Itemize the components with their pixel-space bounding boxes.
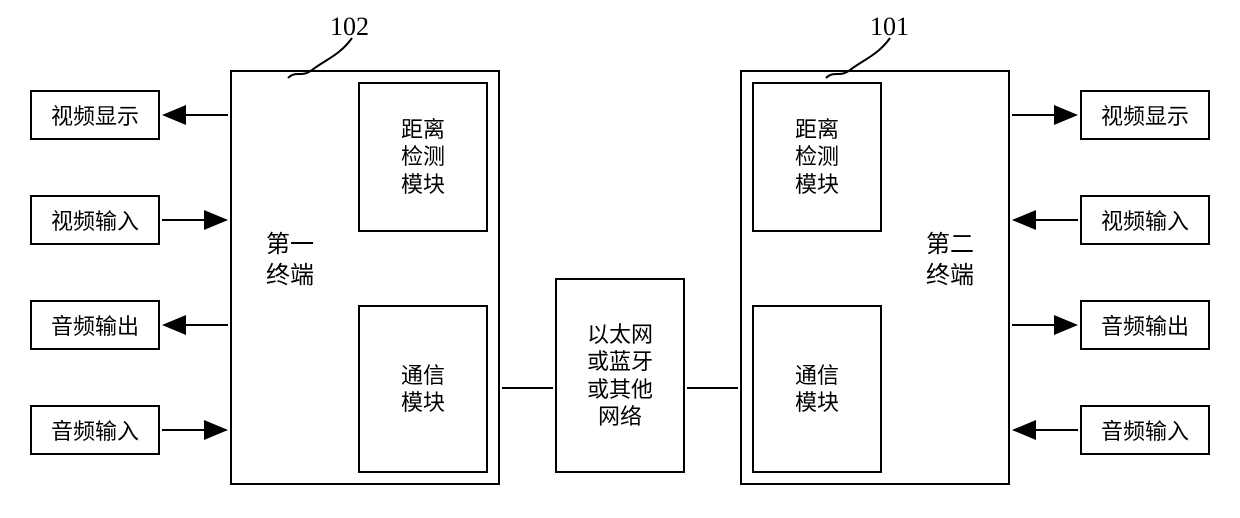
- module-distance-right: 距离检测模块: [752, 82, 882, 232]
- network-box-label: 以太网或蓝牙或其他网络: [587, 321, 653, 431]
- terminal-second-label-text: 第二终端: [926, 232, 974, 289]
- io-left-video-display-label: 视频显示: [51, 99, 139, 131]
- io-right-video-input-label: 视频输入: [1101, 204, 1189, 236]
- terminal-first-label-text: 第一终端: [266, 232, 314, 289]
- io-right-audio-input-label: 音频输入: [1101, 414, 1189, 446]
- module-comm-right: 通信模块: [752, 305, 882, 473]
- io-left-audio-input: 音频输入: [30, 405, 160, 455]
- module-distance-left: 距离检测模块: [358, 82, 488, 232]
- io-left-video-input: 视频输入: [30, 195, 160, 245]
- io-left-audio-output: 音频输出: [30, 300, 160, 350]
- io-left-video-input-label: 视频输入: [51, 204, 139, 236]
- io-right-audio-input: 音频输入: [1080, 405, 1210, 455]
- terminal-second-label: 第二终端: [915, 230, 985, 292]
- ref-label-left: 102: [330, 12, 369, 42]
- io-right-video-display-label: 视频显示: [1101, 99, 1189, 131]
- module-distance-right-label: 距离检测模块: [795, 116, 839, 199]
- io-right-video-input: 视频输入: [1080, 195, 1210, 245]
- io-right-audio-output: 音频输出: [1080, 300, 1210, 350]
- io-right-audio-output-label: 音频输出: [1101, 309, 1189, 341]
- io-left-video-display: 视频显示: [30, 90, 160, 140]
- module-distance-left-label: 距离检测模块: [401, 116, 445, 199]
- module-comm-left: 通信模块: [358, 305, 488, 473]
- ref-label-right: 101: [870, 12, 909, 42]
- io-left-audio-output-label: 音频输出: [51, 309, 139, 341]
- module-comm-left-label: 通信模块: [401, 362, 445, 417]
- network-box: 以太网或蓝牙或其他网络: [555, 278, 685, 473]
- io-left-audio-input-label: 音频输入: [51, 414, 139, 446]
- module-comm-right-label: 通信模块: [795, 362, 839, 417]
- io-right-video-display: 视频显示: [1080, 90, 1210, 140]
- terminal-first-label: 第一终端: [255, 230, 325, 292]
